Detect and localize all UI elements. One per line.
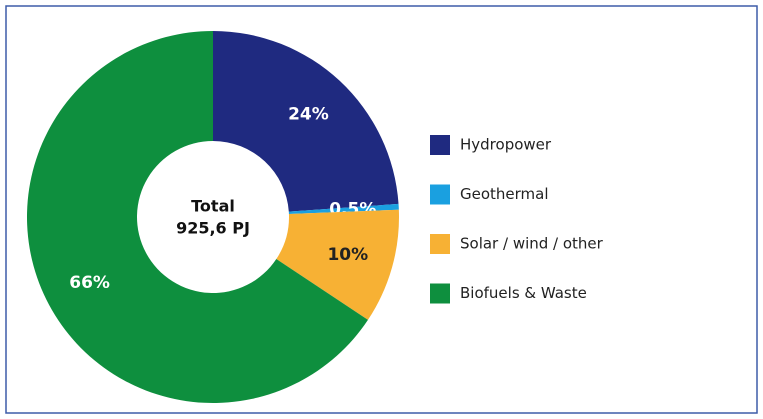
donut-slice [288, 203, 399, 215]
center-value: 925,6 PJ [176, 219, 250, 238]
center-title: Total [191, 197, 235, 216]
donut-slice [213, 31, 399, 212]
legend-swatch [430, 184, 450, 205]
legend-label: Geothermal [460, 185, 549, 203]
slice-label: 24% [288, 105, 329, 125]
legend-label: Solar / wind / other [460, 235, 604, 253]
legend-swatch [430, 135, 450, 155]
legend-label: Biofuels & Waste [460, 284, 587, 302]
legend-label: Hydropower [460, 136, 552, 154]
donut-slice [276, 209, 399, 320]
legend-swatch [430, 283, 450, 304]
slice-label: 66% [69, 273, 110, 293]
slice-label: 10% [327, 245, 368, 265]
donut-slice [26, 31, 368, 403]
legend-swatch [430, 234, 450, 254]
